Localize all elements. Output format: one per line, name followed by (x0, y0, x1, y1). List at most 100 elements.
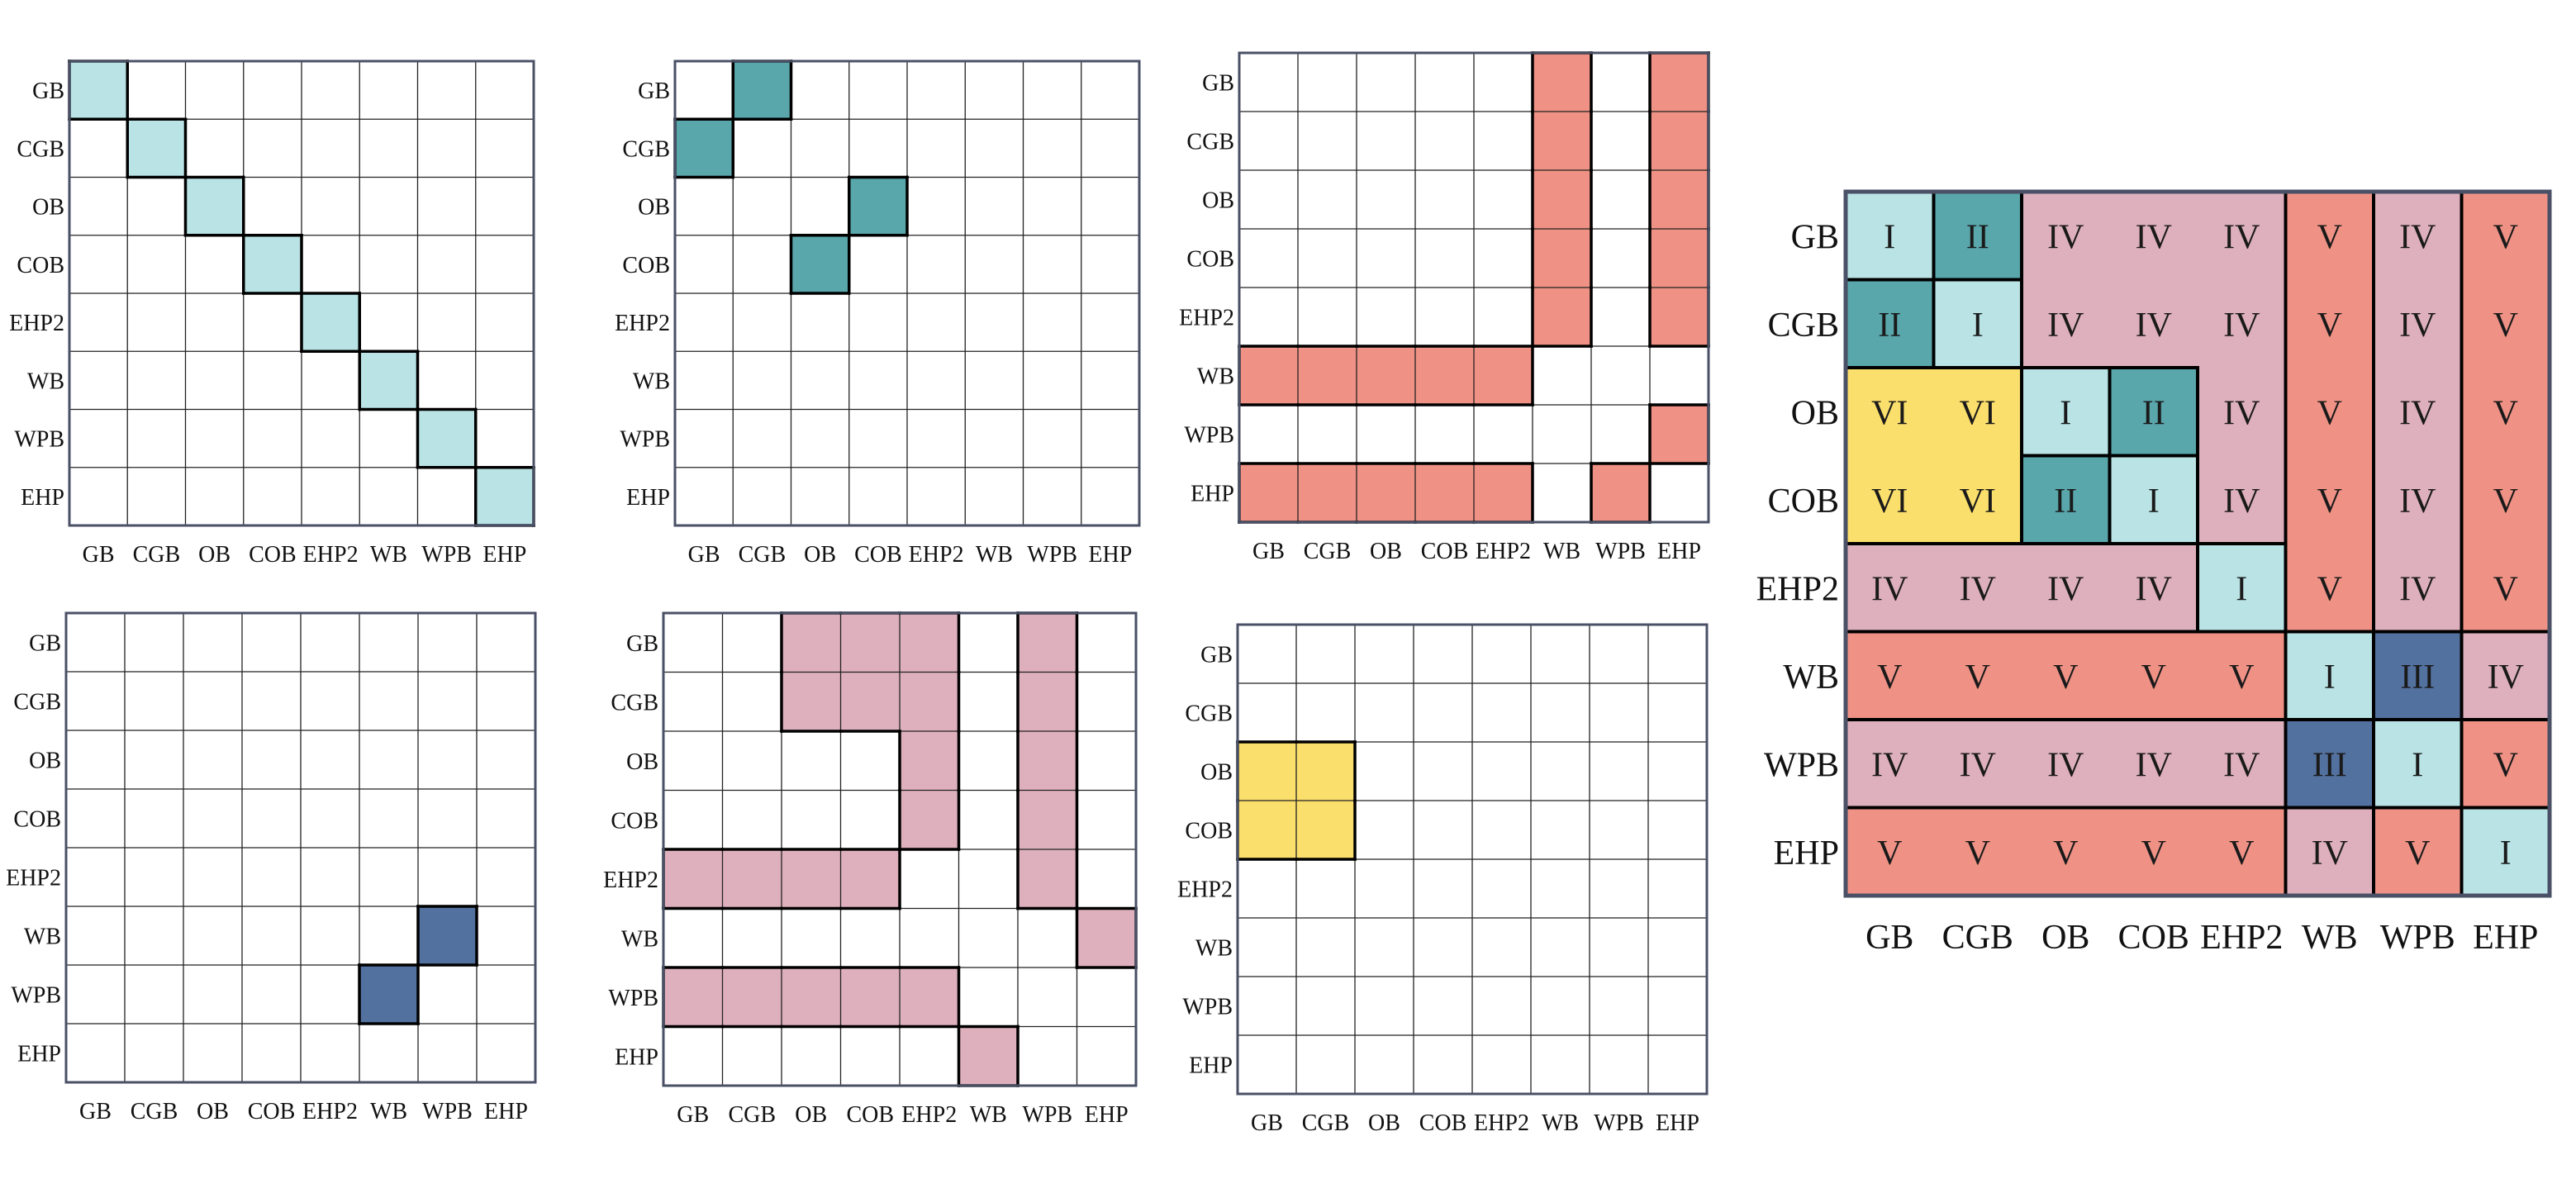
combined-cell-label: IV (1960, 570, 1996, 608)
highlight-cell (663, 849, 723, 909)
combined-cell-label: V (2317, 307, 2342, 345)
highlight-cell (791, 235, 849, 293)
highlight-cell (1357, 464, 1415, 522)
combined-cell-label: I (1884, 218, 1895, 256)
highlight-cell (1650, 288, 1709, 346)
combined-cell (2198, 455, 2286, 544)
col-label-cob: COB (854, 542, 902, 568)
row-label-ehp2: EHP2 (615, 311, 670, 336)
combined-cell-label: IV (2047, 307, 2084, 345)
combined-cell (2374, 455, 2462, 544)
combined-cell (2461, 192, 2550, 280)
col-label-wb: WB (1543, 539, 1580, 564)
highlight-cell (848, 177, 907, 235)
col-label-ob: OB (804, 542, 836, 568)
row-label-cgb: CGB (17, 136, 64, 162)
col-label-ehp2: EHP2 (302, 1099, 358, 1124)
combined-cell (2285, 631, 2374, 720)
col-label-wpb: WPB (1027, 542, 1077, 568)
highlight-cell (840, 967, 900, 1027)
row-label-ehp: EHP (626, 485, 670, 511)
combined-cell-label: V (2493, 570, 2518, 608)
highlight-cell (840, 849, 900, 909)
combined-cell (2022, 631, 2110, 720)
highlight-cell (69, 61, 128, 120)
combined-cell-label: V (2493, 218, 2518, 256)
combined-cell (2198, 279, 2286, 368)
col-label-cgb: CGB (728, 1102, 776, 1128)
highlight-cell (1296, 801, 1355, 859)
col-label-ehp: EHP (484, 1099, 528, 1124)
combined-cell-label: IV (2047, 570, 2084, 608)
combined-cell (1933, 279, 2022, 368)
highlight-cell (675, 119, 734, 178)
combined-row-label-ob: OB (1791, 394, 1839, 432)
highlight-cell (475, 467, 534, 525)
highlight-cell (1238, 801, 1296, 859)
combined-cell (1846, 368, 1934, 456)
col-label-wpb: WPB (1594, 1110, 1644, 1136)
combined-cell (1933, 368, 2022, 456)
highlight-cell (1238, 742, 1296, 801)
combined-cell (2285, 192, 2374, 280)
combined-cell-label: V (1965, 658, 1990, 696)
combined-cell (1846, 192, 1934, 280)
highlight-cell (1018, 613, 1077, 673)
row-label-wpb: WPB (608, 986, 658, 1011)
combined-col-label-ehp2: EHP2 (2200, 919, 2283, 957)
row-label-cgb: CGB (622, 136, 670, 162)
row-label-cob: COB (622, 253, 670, 278)
row-label-gb: GB (32, 78, 64, 104)
combined-cell (2198, 631, 2286, 720)
row-label-gb: GB (1200, 643, 1233, 668)
highlight-cell (782, 613, 841, 673)
combined-cell-label: IV (2223, 394, 2260, 432)
combined-cell (2022, 455, 2110, 544)
row-label-cgb: CGB (1185, 701, 1233, 727)
combined-col-label-wb: WB (2302, 919, 2358, 957)
highlight-cell (127, 119, 186, 178)
combined-cell-label: V (2493, 483, 2518, 521)
combined-cell (1846, 544, 1934, 632)
combined-cell-label: IV (2312, 834, 2348, 872)
matrix-panel-type-V: GB GB CGB CGB OB OB COB COB EHP2 EHP2 WB WB WPB WPB EH… (1179, 51, 1710, 564)
highlight-cell (1533, 170, 1591, 229)
col-label-ehp: EHP (1657, 539, 1701, 564)
combined-cell-label: IV (2488, 658, 2524, 696)
highlight-cell (733, 61, 791, 120)
combined-cell (2461, 455, 2550, 544)
combined-cell (1933, 455, 2022, 544)
combined-cell (2285, 455, 2374, 544)
combined-cell-label: V (2317, 483, 2342, 521)
matrix-panel-type-VI: GB GB CGB CGB OB OB COB COB EHP2 EHP2 WB WB WPB WPB EH… (1177, 623, 1709, 1136)
col-label-ehp2: EHP2 (901, 1102, 957, 1128)
col-label-gb: GB (677, 1102, 709, 1128)
row-label-cob: COB (17, 253, 64, 278)
col-label-cob: COB (248, 1099, 296, 1124)
highlight-cell (1650, 170, 1709, 229)
combined-cell-label: I (1972, 307, 1984, 345)
combined-cell (2461, 368, 2550, 456)
combined-cell (2022, 807, 2110, 896)
panel-frame (68, 59, 535, 527)
col-label-cob: COB (846, 1102, 894, 1128)
highlight-cell (1357, 346, 1415, 405)
highlight-cell (1650, 112, 1709, 170)
col-label-cob: COB (249, 542, 297, 568)
combined-cell-label: IV (2223, 483, 2260, 521)
col-label-gb: GB (1252, 539, 1285, 564)
row-label-ehp: EHP (1189, 1053, 1233, 1079)
col-label-gb: GB (688, 542, 720, 568)
row-label-cob: COB (611, 808, 658, 834)
highlight-cell (1533, 112, 1591, 170)
row-label-ehp2: EHP2 (603, 868, 658, 893)
combined-cell-label: V (2317, 394, 2342, 432)
combined-cell (2285, 807, 2374, 896)
combined-cell (2109, 807, 2198, 896)
highlight-cell (1298, 346, 1357, 405)
row-label-ehp: EHP (21, 485, 64, 511)
row-label-wpb: WPB (1182, 995, 1233, 1020)
combined-cell-label: III (2312, 746, 2347, 784)
combined-cell-label: IV (1960, 746, 1996, 784)
